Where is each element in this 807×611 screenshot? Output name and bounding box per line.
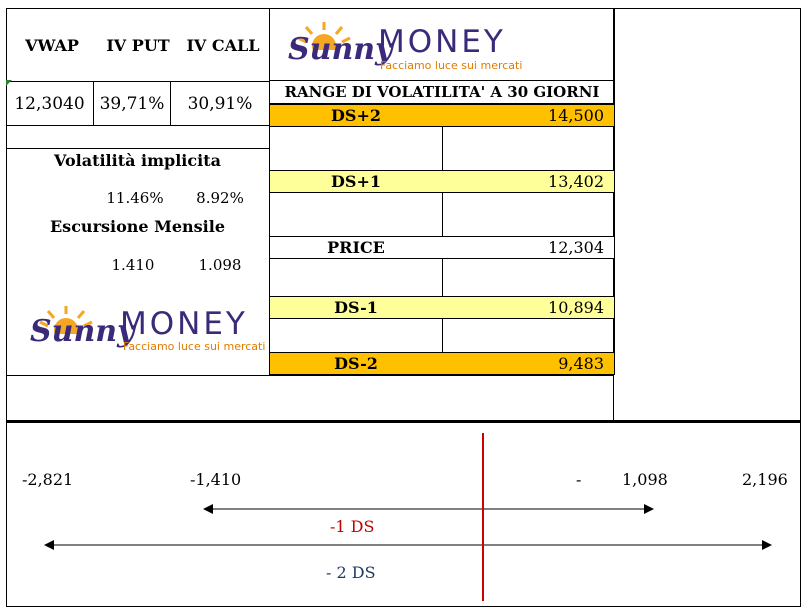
logo-top: Sunny MONEY Facciamo luce sui mercati xyxy=(272,14,612,80)
range-row xyxy=(270,170,614,192)
bottom-frame xyxy=(6,421,801,607)
range-row-label: PRICE xyxy=(327,237,385,257)
value-vwap: 12,3040 xyxy=(14,93,85,114)
summary-table: VWAP IV PUT IV CALL xyxy=(6,8,269,125)
range-row-label: DS+1 xyxy=(331,171,381,191)
range-arrows xyxy=(44,433,772,601)
number-plus-2ds: 2,196 xyxy=(742,470,788,489)
range-row-value: 10,894 xyxy=(548,297,604,317)
outer-frame xyxy=(6,8,614,421)
number-minus-2ds: -2,821 xyxy=(22,470,74,489)
range-row xyxy=(270,236,614,258)
logo-script: Sunny xyxy=(288,32,393,67)
logo-tagline: Facciamo luce sui mercati xyxy=(123,340,266,353)
range-row-label: DS-2 xyxy=(334,353,378,373)
range-row-value: 9,483 xyxy=(558,353,604,373)
range-row-value: 13,402 xyxy=(548,171,604,191)
range-row-label: DS-1 xyxy=(334,297,378,317)
monthly-call: 1.098 xyxy=(198,256,242,274)
header-vwap: VWAP xyxy=(25,35,79,55)
logo-word: MONEY xyxy=(378,24,506,60)
logo-bottom: Sunny MONEY Facciamo luce sui mercati xyxy=(28,306,268,366)
implied-vol-put: 11.46% xyxy=(106,189,164,207)
sun-icon xyxy=(39,306,93,334)
number-minus-1ds: -1,410 xyxy=(190,470,242,489)
sun-icon xyxy=(297,22,351,50)
range-row-value: 14,500 xyxy=(548,105,604,125)
value-iv-call: 30,91% xyxy=(187,93,253,114)
header-iv-put: IV PUT xyxy=(106,35,170,55)
range-row xyxy=(270,104,614,126)
implied-vol-call: 8.92% xyxy=(196,189,244,207)
range-row-label: DS+2 xyxy=(331,105,381,125)
range-row xyxy=(270,352,614,374)
number-tilde: - xyxy=(576,470,582,489)
label-2ds: - 2 DS xyxy=(326,563,376,582)
monthly-put: 1.410 xyxy=(111,256,155,274)
logo-tagline: Facciamo luce sui mercati xyxy=(380,59,523,72)
value-iv-put: 39,71% xyxy=(99,93,165,114)
range-row-value: 12,304 xyxy=(548,237,604,257)
header-iv-call: IV CALL xyxy=(186,35,260,55)
range-row xyxy=(270,296,614,318)
implied-vol-title: Volatilità implicita xyxy=(54,150,221,170)
range-title: RANGE DI VOLATILITA' A 30 GIORNI xyxy=(284,83,600,101)
monthly-title: Escursione Mensile xyxy=(49,216,225,236)
right-frame xyxy=(614,8,801,421)
label-1ds: -1 DS xyxy=(330,517,375,536)
number-plus-1ds: 1,098 xyxy=(622,470,668,489)
logo-script: Sunny xyxy=(30,314,135,349)
logo-word: MONEY xyxy=(120,306,248,342)
